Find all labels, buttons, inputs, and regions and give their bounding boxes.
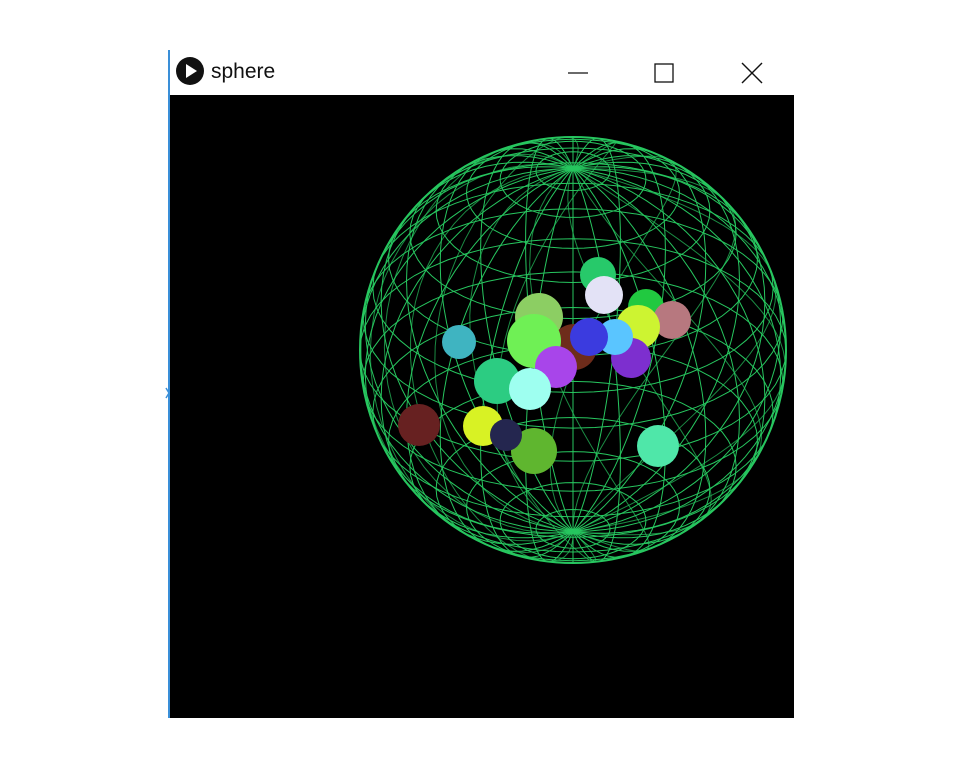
wireframe-longitude-line — [572, 167, 766, 539]
wireframe-diagonal-line — [572, 167, 777, 532]
colored-ball — [637, 425, 679, 467]
close-icon — [741, 62, 763, 83]
wireframe-longitude-line — [572, 155, 741, 533]
wireframe-longitude-line — [572, 161, 766, 533]
maximize-button[interactable] — [636, 50, 692, 95]
colored-ball — [585, 276, 623, 314]
window-title: sphere — [211, 60, 276, 83]
wireframe-longitude-line — [405, 155, 574, 533]
colored-ball — [474, 358, 520, 404]
minimize-icon — [568, 71, 588, 74]
maximize-icon — [654, 62, 674, 83]
wireframe-longitude-line — [572, 167, 741, 545]
minimize-button[interactable] — [550, 50, 606, 95]
wireframe-longitude-line — [572, 166, 782, 533]
sketch-canvas[interactable] — [170, 95, 794, 718]
colored-ball — [442, 325, 476, 359]
wireframe-longitude-line — [364, 166, 574, 533]
sphere-scene — [359, 136, 787, 564]
edge-arrow-icon — [165, 387, 170, 399]
wireframe-diagonal-line — [369, 163, 574, 554]
title-bar[interactable]: sphere — [170, 50, 794, 95]
colored-ball — [509, 368, 551, 410]
wireframe-longitude-line — [380, 161, 574, 533]
wireframe-longitude-line — [572, 167, 707, 552]
colored-ball — [490, 419, 522, 451]
wireframe-diagonal-line — [529, 168, 650, 552]
colored-ball — [511, 428, 557, 474]
wireframe-longitude-line — [572, 167, 782, 534]
colored-ball — [653, 301, 691, 339]
colored-balls — [398, 257, 691, 474]
wireframe-longitude-line — [439, 148, 574, 533]
wireframe-diagonal-line — [567, 168, 712, 536]
wireframe-outline — [359, 136, 787, 564]
colored-ball — [597, 319, 633, 355]
colored-ball — [398, 404, 440, 446]
wireframe-sphere — [359, 136, 787, 564]
close-button[interactable] — [724, 50, 780, 95]
wireframe-longitude-line — [364, 167, 574, 534]
wireframe-diagonal-line — [572, 168, 763, 533]
window-border — [168, 50, 170, 718]
wireframe-longitude-line — [572, 148, 707, 533]
colored-ball — [570, 318, 608, 356]
play-icon — [176, 57, 204, 85]
sketch-window: sphere — [165, 50, 794, 718]
